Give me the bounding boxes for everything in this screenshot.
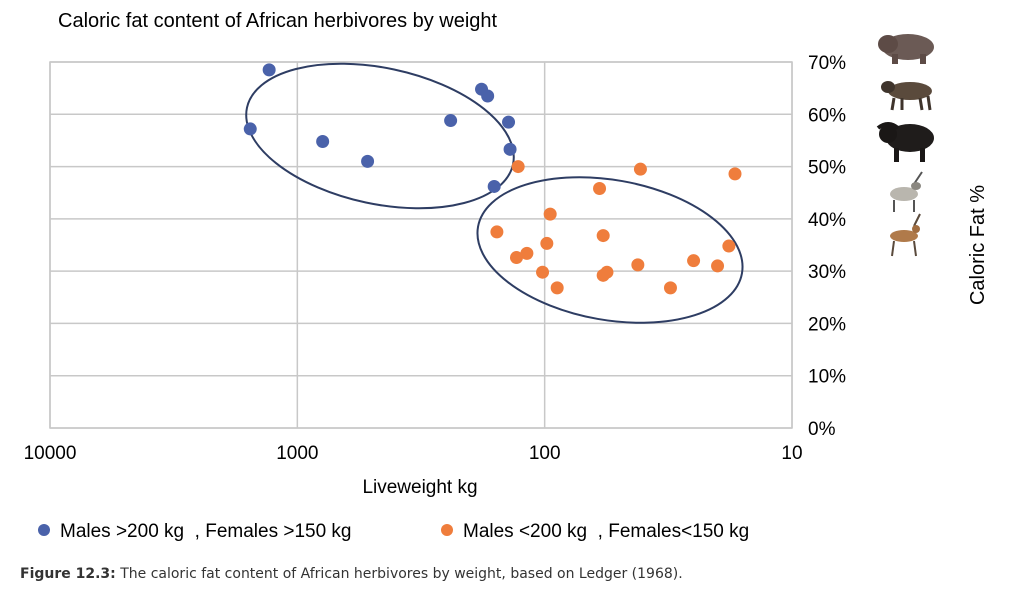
chart: Caloric fat content of African herbivore…: [24, 10, 989, 542]
data-point: [540, 236, 554, 250]
data-point: [633, 162, 647, 176]
grid: [49, 61, 793, 429]
legend-marker: [38, 524, 50, 536]
y-tick-label: 40%: [808, 210, 846, 231]
legend-label: Males <200 kg , Females<150 kg: [463, 521, 749, 542]
y-tick-label: 60%: [808, 105, 846, 126]
legend: Males >200 kg , Females >150 kg Males <20…: [38, 521, 749, 542]
data-point: [711, 259, 725, 273]
legend-marker: [441, 524, 453, 536]
x-tick-label: 10000: [24, 443, 77, 464]
data-point: [663, 281, 677, 295]
data-point: [481, 89, 495, 103]
data-point: [490, 225, 504, 239]
data-point: [728, 167, 742, 181]
y-axis-label: Caloric Fat %: [967, 185, 989, 305]
data-point: [262, 63, 276, 77]
buffalo-icon: [876, 122, 934, 162]
y-tick-label: 70%: [808, 53, 846, 74]
data-point: [600, 265, 614, 279]
figure-caption-text: The caloric fat content of African herbi…: [115, 566, 683, 582]
data-point: [503, 142, 517, 156]
data-point: [722, 239, 736, 253]
wildebeest-icon: [881, 81, 932, 111]
data-point: [509, 251, 523, 265]
data-point: [593, 182, 607, 196]
x-axis-label: Liveweight kg: [362, 477, 477, 498]
figure-caption: Figure 12.3: The caloric fat content of …: [20, 566, 683, 582]
y-tick-label: 10%: [808, 367, 846, 388]
y-tick-label: 20%: [808, 314, 846, 335]
plot-frame: [49, 61, 793, 429]
data-point: [502, 115, 516, 129]
y-tick-label: 50%: [808, 158, 846, 179]
data-point: [487, 179, 501, 193]
y-tick-label: 30%: [808, 262, 846, 283]
data-point: [631, 258, 645, 272]
data-point: [444, 114, 458, 128]
data-points: [243, 63, 742, 295]
x-tick-label: 10: [781, 443, 802, 464]
hippo-icon: [878, 34, 934, 64]
data-point: [520, 246, 534, 260]
data-point: [361, 154, 375, 168]
oryx-icon: [890, 171, 923, 212]
data-point: [596, 229, 610, 243]
data-point: [243, 122, 257, 136]
x-axis-ticks: 10000 1000 100 10: [24, 443, 803, 464]
data-point: [511, 160, 525, 174]
data-point: [536, 265, 550, 279]
cluster-ellipse-large: [245, 62, 515, 210]
cluster-ellipse-small: [476, 176, 744, 324]
gazelle-icon: [890, 213, 921, 257]
data-point: [687, 254, 701, 268]
legend-label: Males >200 kg , Females >150 kg: [60, 521, 352, 542]
x-tick-label: 1000: [276, 443, 318, 464]
y-axis-ticks: 0% 10% 20% 30% 40% 50% 60% 70%: [808, 53, 846, 440]
chart-title: Caloric fat content of African herbivore…: [58, 10, 498, 32]
x-tick-label: 100: [529, 443, 561, 464]
data-point: [316, 134, 330, 148]
figure-caption-label: Figure 12.3:: [20, 566, 116, 582]
data-point: [543, 207, 557, 221]
y-tick-label: 0%: [808, 419, 836, 440]
data-point: [550, 281, 564, 295]
